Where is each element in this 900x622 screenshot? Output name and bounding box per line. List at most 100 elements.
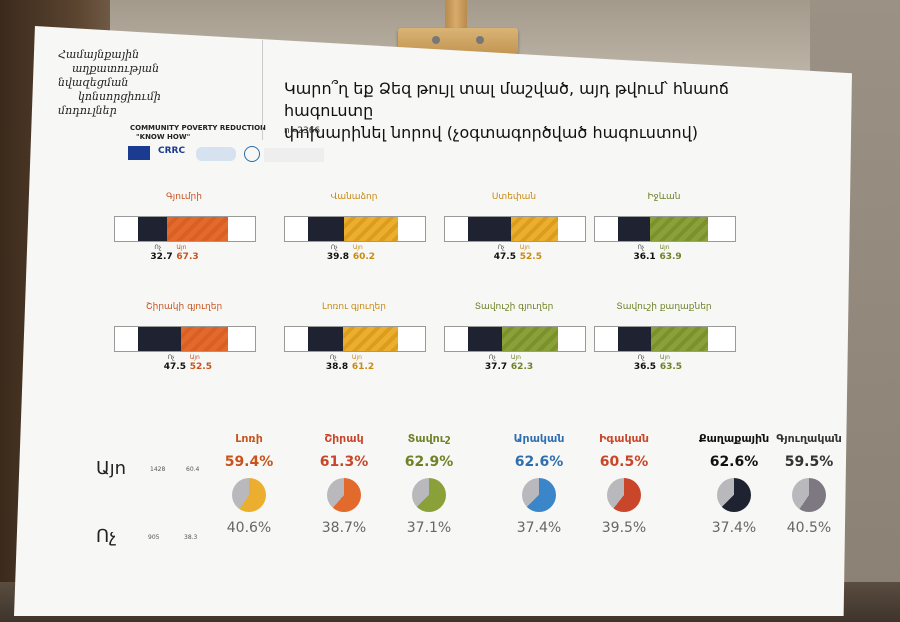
- eu-flag-icon: [128, 146, 150, 160]
- summary-yes-percent: 59.4%: [224, 454, 274, 470]
- yes-mini-right: 60.4: [186, 466, 200, 473]
- summary-column-title: Շիրակ: [324, 432, 364, 445]
- stacked-bar: [594, 216, 736, 242]
- screw-icon: [432, 36, 440, 44]
- summary-pie-chart: [522, 478, 556, 512]
- partner-wordmark-icon: [264, 148, 324, 162]
- value-no: 47.5: [163, 362, 186, 372]
- poster-board: Համայնքային աղքատության նվազեցման կոնսոր…: [14, 26, 852, 616]
- bar-segment-no: [138, 217, 168, 241]
- summary-pie-chart: [792, 478, 826, 512]
- summary-yes-percent: 61.3%: [319, 454, 369, 470]
- logo-line: աղքատության: [72, 62, 160, 75]
- summary-column-title: Լոռի: [235, 432, 263, 445]
- value-no: 39.8: [326, 252, 350, 262]
- summary-no-percent: 37.1%: [406, 520, 452, 536]
- summary-no-percent: 37.4%: [711, 520, 757, 536]
- summary-yes-percent: 62.6%: [709, 454, 759, 470]
- stacked-bar: [284, 216, 426, 242]
- org-name-line2: "KNOW HOW": [136, 133, 191, 141]
- legend-no: Ոչ: [497, 244, 505, 251]
- logo-script-text: Համայնքային աղքատության նվազեցման կոնսոր…: [58, 48, 228, 118]
- summary-yes-percent: 62.6%: [514, 454, 564, 470]
- stacked-bar: [444, 326, 586, 352]
- bar-segment-yes: [167, 217, 228, 241]
- summary-column-title: Տավուշ: [407, 432, 451, 445]
- legend-yes: Այո: [519, 244, 530, 251]
- value-yes: 52.5: [189, 362, 212, 372]
- screw-icon: [476, 36, 484, 44]
- summary-no-label: Ոչ: [96, 526, 117, 547]
- stacked-bar: [594, 326, 736, 352]
- stacked-bar: [444, 216, 586, 242]
- legend-no: Ոչ: [637, 354, 645, 361]
- value-yes: 63.9: [659, 252, 682, 262]
- summary-no-percent: 40.6%: [226, 520, 272, 536]
- legend-no: Ոչ: [167, 354, 175, 361]
- value-no: 38.8: [325, 362, 349, 372]
- bar-segment-no: [308, 217, 344, 241]
- legend-yes: Այո: [351, 354, 362, 361]
- logo-line: նվազեցման: [58, 76, 129, 89]
- bar-group-title: Շիրակի գյուղեր: [145, 302, 223, 312]
- summary-pie-chart: [717, 478, 751, 512]
- summary-yes-percent: 60.5%: [599, 454, 649, 470]
- value-yes: 63.5: [659, 362, 683, 372]
- bar-group-title: Տավուշի քաղաքներ: [616, 302, 712, 312]
- stacked-bar: [114, 216, 256, 242]
- partner-seal-icon: [244, 146, 260, 162]
- value-yes: 52.5: [519, 252, 542, 262]
- summary-no-percent: 37.4%: [516, 520, 562, 536]
- title-line2: փոխարինել նորով (չօգտագործված հագուստով): [284, 123, 699, 142]
- legend-yes: Այո: [659, 354, 670, 361]
- value-yes: 67.3: [176, 252, 199, 262]
- value-no: 36.1: [633, 252, 656, 262]
- summary-column-title: Քաղաքային: [698, 432, 770, 445]
- sample-size: n=2366: [284, 126, 321, 136]
- no-mini-left: 905: [148, 534, 160, 541]
- bar-segment-no: [468, 327, 502, 351]
- bar-segment-yes: [650, 327, 708, 351]
- bar-group-title: Վանաձոր: [330, 192, 378, 202]
- summary-no-percent: 40.5%: [786, 520, 832, 536]
- stacked-bar: [114, 326, 256, 352]
- bar-segment-no: [618, 327, 651, 351]
- bar-segment-no: [308, 327, 343, 351]
- value-no: 32.7: [150, 252, 173, 262]
- summary-pie-chart: [232, 478, 266, 512]
- summary-no-percent: 39.5%: [601, 520, 647, 536]
- bar-group-title: Տավուշի գյուղեր: [474, 302, 554, 312]
- legend-yes: Այո: [189, 354, 200, 361]
- stacked-bar: [284, 326, 426, 352]
- summary-yes-percent: 59.5%: [784, 454, 834, 470]
- summary-no-percent: 38.7%: [321, 520, 367, 536]
- legend-no: Ոչ: [154, 244, 162, 251]
- legend-yes: Այո: [510, 354, 521, 361]
- summary-pie-chart: [607, 478, 641, 512]
- legend-no: Ոչ: [637, 244, 645, 251]
- bar-segment-yes: [343, 217, 398, 241]
- bar-segment-yes: [501, 327, 558, 351]
- bar-group-title: Լոռու գյուղեր: [322, 302, 386, 312]
- value-yes: 62.3: [510, 362, 534, 372]
- bar-segment-yes: [510, 217, 558, 241]
- value-yes: 60.2: [352, 252, 376, 262]
- header-divider: [262, 40, 263, 140]
- bar-segment-yes: [180, 327, 228, 351]
- chart-title: Կարո՞ղ եք Ձեզ թույլ տալ մաշված, այդ թվու…: [284, 78, 804, 144]
- no-mini-right: 38.3: [184, 534, 198, 541]
- crrc-logo: CRRC: [158, 146, 186, 156]
- legend-no: Ոչ: [488, 354, 496, 361]
- value-no: 37.7: [484, 362, 508, 372]
- value-no: 36.5: [633, 362, 657, 372]
- summary-column-title: Իգական: [599, 432, 649, 445]
- logo-line: կոնսորցիումի: [78, 90, 161, 103]
- summary-pie-chart: [412, 478, 446, 512]
- bar-segment-no: [468, 217, 511, 241]
- bar-segment-yes: [650, 217, 708, 241]
- org-name: COMMUNITY POVERTY REDUCTION "KNOW HOW": [130, 124, 266, 142]
- legend-no: Ոչ: [330, 244, 338, 251]
- logo-line: Համայնքային: [58, 48, 140, 61]
- bar-group-title: Գյումրի: [166, 192, 202, 202]
- legend-yes: Այո: [352, 244, 363, 251]
